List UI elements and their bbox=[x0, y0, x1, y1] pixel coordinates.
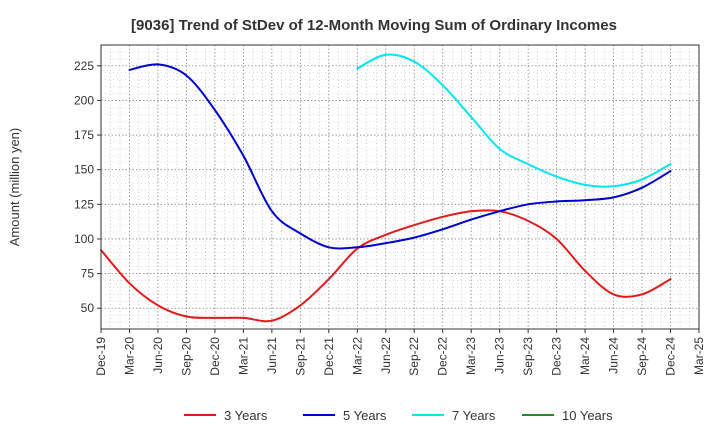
y-tick-label: 225 bbox=[74, 59, 94, 73]
y-tick-label: 100 bbox=[74, 232, 94, 246]
x-tick-label: Mar-21 bbox=[236, 337, 250, 375]
x-tick-label: Sep-23 bbox=[521, 337, 535, 376]
x-tick-label: Mar-24 bbox=[578, 337, 592, 375]
series-line-7-years bbox=[356, 53, 672, 188]
x-axis-ticks: Dec-19 Mar-20 Jun-20 Sep-20 Dec-20 Mar-21 Jun-… bbox=[94, 329, 706, 376]
legend: 3 Years 5 Years 7 Years 10 Years bbox=[184, 408, 613, 423]
x-tick-label: Mar-22 bbox=[350, 337, 364, 375]
x-tick-label: Dec-23 bbox=[550, 337, 564, 376]
x-tick-label: Jun-21 bbox=[265, 337, 279, 374]
y-tick-label: 200 bbox=[74, 93, 94, 107]
x-tick-label: Mar-23 bbox=[464, 337, 478, 375]
y-axis-ticks: 50 75 100 125 150 175 200 225 bbox=[74, 59, 101, 315]
x-tick-label: Jun-22 bbox=[379, 337, 393, 374]
series-line-5-years bbox=[128, 63, 672, 250]
x-tick-label: Sep-24 bbox=[635, 337, 649, 376]
x-tick-label: Mar-20 bbox=[122, 337, 136, 375]
legend-label: 7 Years bbox=[452, 408, 496, 423]
x-tick-label: Dec-21 bbox=[322, 337, 336, 376]
y-tick-label: 50 bbox=[81, 301, 95, 315]
legend-label: 5 Years bbox=[343, 408, 387, 423]
y-tick-label: 175 bbox=[74, 128, 94, 142]
y-axis-label: Amount (million yen) bbox=[7, 128, 22, 247]
grid bbox=[101, 45, 699, 329]
x-tick-label: Dec-19 bbox=[94, 337, 108, 376]
x-tick-label: Sep-20 bbox=[179, 337, 193, 376]
plot-border bbox=[100, 44, 700, 330]
chart-title: [9036] Trend of StDev of 12-Month Moving… bbox=[131, 17, 617, 34]
legend-label: 10 Years bbox=[562, 408, 613, 423]
series-line-3-years bbox=[100, 209, 672, 323]
y-tick-label: 125 bbox=[74, 197, 94, 211]
y-tick-label: 75 bbox=[81, 267, 95, 281]
legend-label: 3 Years bbox=[224, 408, 268, 423]
x-tick-label: Jun-23 bbox=[493, 337, 507, 374]
y-tick-label: 150 bbox=[74, 163, 94, 177]
x-tick-label: Dec-20 bbox=[208, 337, 222, 376]
x-tick-label: Sep-21 bbox=[293, 337, 307, 376]
x-tick-label: Mar-25 bbox=[692, 337, 706, 375]
x-tick-label: Jun-20 bbox=[151, 337, 165, 374]
x-tick-label: Sep-22 bbox=[407, 337, 421, 376]
x-tick-label: Jun-24 bbox=[607, 337, 621, 374]
x-tick-label: Dec-24 bbox=[664, 337, 678, 376]
x-tick-label: Dec-22 bbox=[436, 337, 450, 376]
series-group bbox=[100, 53, 672, 323]
